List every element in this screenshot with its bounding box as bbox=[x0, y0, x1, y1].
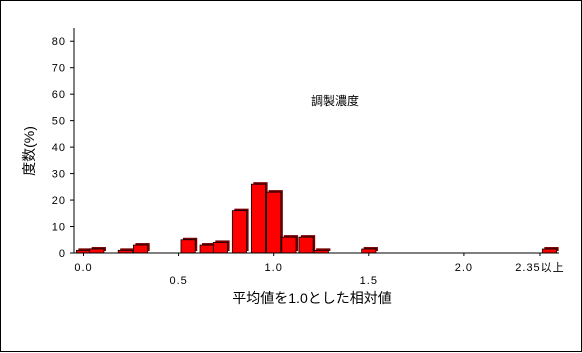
histogram-bar bbox=[298, 235, 316, 254]
y-axis-label: 度数(%) bbox=[21, 126, 37, 176]
x-tick-label: 2.35以上 bbox=[515, 261, 564, 274]
x-tick-label: 1.0 bbox=[265, 262, 283, 274]
histogram-bar bbox=[133, 243, 150, 254]
histogram-bar bbox=[361, 247, 378, 254]
x-tick-label: 2.0 bbox=[455, 262, 473, 274]
y-tick-label: 20 bbox=[52, 195, 66, 207]
histogram-bar-face bbox=[361, 248, 377, 254]
histogram-bar-face bbox=[231, 210, 248, 254]
histogram-bar bbox=[89, 247, 106, 254]
histogram-bar-face bbox=[541, 248, 558, 254]
histogram-bar-face bbox=[89, 248, 105, 254]
y-tick-label: 70 bbox=[52, 63, 66, 75]
histogram-bar-shade bbox=[120, 248, 135, 251]
histogram-bar-shade bbox=[316, 248, 331, 251]
y-tick-label: 40 bbox=[52, 142, 66, 154]
histogram-bar-shade bbox=[78, 248, 93, 251]
y-tick-label: 80 bbox=[52, 36, 66, 48]
histogram-bar-face bbox=[133, 244, 149, 254]
histogram-bar bbox=[117, 248, 135, 254]
histogram-bar bbox=[541, 247, 559, 254]
x-tick-label: 0.5 bbox=[169, 275, 187, 287]
histogram-bar bbox=[180, 237, 198, 254]
y-tick-label: 10 bbox=[52, 222, 66, 234]
histogram-bar bbox=[212, 240, 230, 254]
y-tick-label: 50 bbox=[52, 116, 66, 128]
x-axis-label: 平均値を1.0とした相対値 bbox=[232, 290, 391, 306]
histogram-bar-face bbox=[298, 236, 314, 254]
histogram-bar bbox=[231, 208, 249, 254]
x-tick-label: 0.0 bbox=[74, 262, 92, 274]
y-tick-label: 30 bbox=[52, 169, 66, 181]
chart-annotation: 調製濃度 bbox=[311, 93, 359, 108]
y-tick-label: 0 bbox=[59, 248, 66, 260]
histogram-bar-face bbox=[266, 191, 282, 254]
histogram-bar bbox=[313, 248, 331, 254]
histogram-bar-face bbox=[180, 239, 196, 254]
histogram-bar bbox=[250, 182, 268, 254]
y-tick-label: 60 bbox=[52, 89, 66, 101]
histogram-bar-face bbox=[281, 236, 297, 254]
x-tick-label: 1.5 bbox=[360, 275, 378, 287]
histogram-bar bbox=[281, 235, 299, 254]
histogram-bar-face bbox=[212, 242, 228, 254]
histogram-bar-face bbox=[199, 244, 215, 254]
histogram-bar-face bbox=[250, 183, 267, 254]
histogram-bar bbox=[266, 190, 283, 254]
